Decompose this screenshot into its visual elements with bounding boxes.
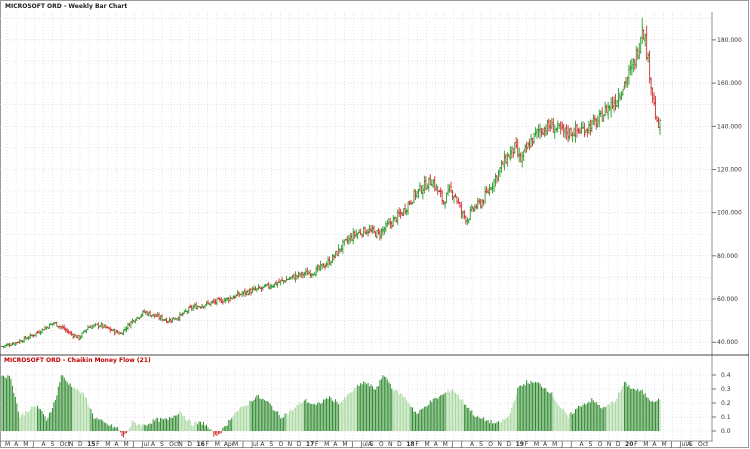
x-tick-label: S [51, 441, 55, 448]
x-tick-label: J [351, 441, 354, 448]
x-tick-label: S [160, 441, 164, 448]
x-tick-label: S [269, 441, 273, 448]
x-tick-label: M [552, 441, 557, 448]
price-tick-label: 160.000 [717, 80, 742, 87]
x-tick-label: S [689, 441, 693, 448]
x-tick-label: J [132, 441, 135, 448]
x-tick-label: A [260, 441, 265, 448]
x-tick-label: A [652, 441, 657, 448]
cmf-tick-label: 0.0 [721, 428, 731, 435]
x-tick-label: N [288, 441, 293, 448]
price-grid [0, 12, 712, 353]
x-tick-label: F [206, 441, 210, 448]
cmf-tick-label: 0.2 [721, 400, 731, 407]
x-tick-label: M [424, 441, 429, 448]
x-tick-label: JulA [360, 441, 373, 448]
x-tick-label: O [488, 441, 493, 448]
price-tick-label: 80.000 [717, 253, 738, 260]
indicator-grid [0, 366, 712, 440]
x-tick-label: 16 [196, 441, 204, 448]
x-tick-label: N [607, 441, 612, 448]
price-tick-label: 100.000 [717, 210, 742, 217]
x-tick-label: Jul [141, 441, 150, 448]
x-tick-label: J [241, 441, 244, 448]
cmf-tick-label: 0.4 [721, 372, 731, 379]
x-tick-label: N [178, 441, 183, 448]
x-tick-label: A [151, 441, 156, 448]
x-tick-label: D [616, 441, 621, 448]
x-tick-label: M [662, 441, 667, 448]
x-tick-label: A [470, 441, 475, 448]
price-tick-label: 120.000 [717, 166, 742, 173]
x-tick-label: D [187, 441, 192, 448]
x-tick-label: M [342, 441, 347, 448]
x-tick-label: F [525, 441, 529, 448]
price-tick-label: 180.000 [717, 37, 742, 44]
x-tick-label: M [233, 441, 238, 448]
cmf-bars [1, 375, 661, 438]
x-tick-label: 18 [406, 441, 414, 448]
x-tick-label: Apr [224, 441, 235, 448]
x-tick-label: Jul [250, 441, 259, 448]
x-tick-label: Oct [169, 441, 180, 448]
x-tick-label: N [497, 441, 502, 448]
x-tick-label: F [315, 441, 319, 448]
x-tick-label: Oct [698, 441, 709, 448]
x-tick-label: 19 [516, 441, 524, 448]
cmf-tick-label: 0.1 [721, 414, 731, 421]
price-panel-title: MICROSOFT ORD - Weekly Bar Chart [5, 3, 127, 10]
x-tick-label: A [114, 441, 119, 448]
x-tick-label: J [460, 441, 463, 448]
x-tick-label: J [670, 441, 673, 448]
price-tick-label: 60.000 [717, 296, 738, 303]
price-tick-label: 140.000 [717, 123, 742, 130]
x-tick-label: Oct [60, 441, 71, 448]
x-tick-label: A [14, 441, 19, 448]
x-tick-label: J [451, 441, 454, 448]
x-tick-label: A [579, 441, 584, 448]
x-tick-label: 15 [87, 441, 95, 448]
x-tick-label: D [507, 441, 512, 448]
x-tick-label: M [534, 441, 539, 448]
x-tick-label: M [443, 441, 448, 448]
x-tick-label: O [279, 441, 284, 448]
x-tick-label: A [41, 441, 46, 448]
x-tick-label: M [23, 441, 28, 448]
price-tick-label: 40.000 [717, 339, 738, 346]
x-tick-label: M [105, 441, 110, 448]
x-tick-label: O [598, 441, 603, 448]
x-tick-label: N [69, 441, 74, 448]
x-tick-label: O [379, 441, 384, 448]
x-tick-label: 17 [306, 441, 314, 448]
x-tick-label: S [479, 441, 483, 448]
x-tick-label: J [31, 441, 34, 448]
x-tick-label: F [96, 441, 100, 448]
indicator-panel-title: MICROSOFT ORD - Chaikin Money Flow (21) [4, 357, 151, 364]
x-tick-label: N [388, 441, 393, 448]
x-tick-label: M [5, 441, 10, 448]
x-tick-label: 20 [625, 441, 633, 448]
cmf-tick-label: 0.3 [721, 386, 731, 393]
x-tick-label: D [397, 441, 402, 448]
x-tick-label: J [569, 441, 572, 448]
x-tick-label: J [560, 441, 563, 448]
x-tick-label: D [297, 441, 302, 448]
x-tick-label: M [324, 441, 329, 448]
x-tick-label: F [634, 441, 638, 448]
price-bars [0, 17, 662, 349]
x-tick-label: A [333, 441, 338, 448]
x-tick-label: S [589, 441, 593, 448]
x-tick-label: A [543, 441, 548, 448]
x-tick-label: D [78, 441, 83, 448]
x-tick-label: M [124, 441, 129, 448]
x-tick-label: M [643, 441, 648, 448]
x-tick-label: F [415, 441, 419, 448]
x-tick-label: A [434, 441, 439, 448]
x-tick-label: S [370, 441, 374, 448]
x-tick-label: M [215, 441, 220, 448]
x-tick-label: JulA [679, 441, 692, 448]
